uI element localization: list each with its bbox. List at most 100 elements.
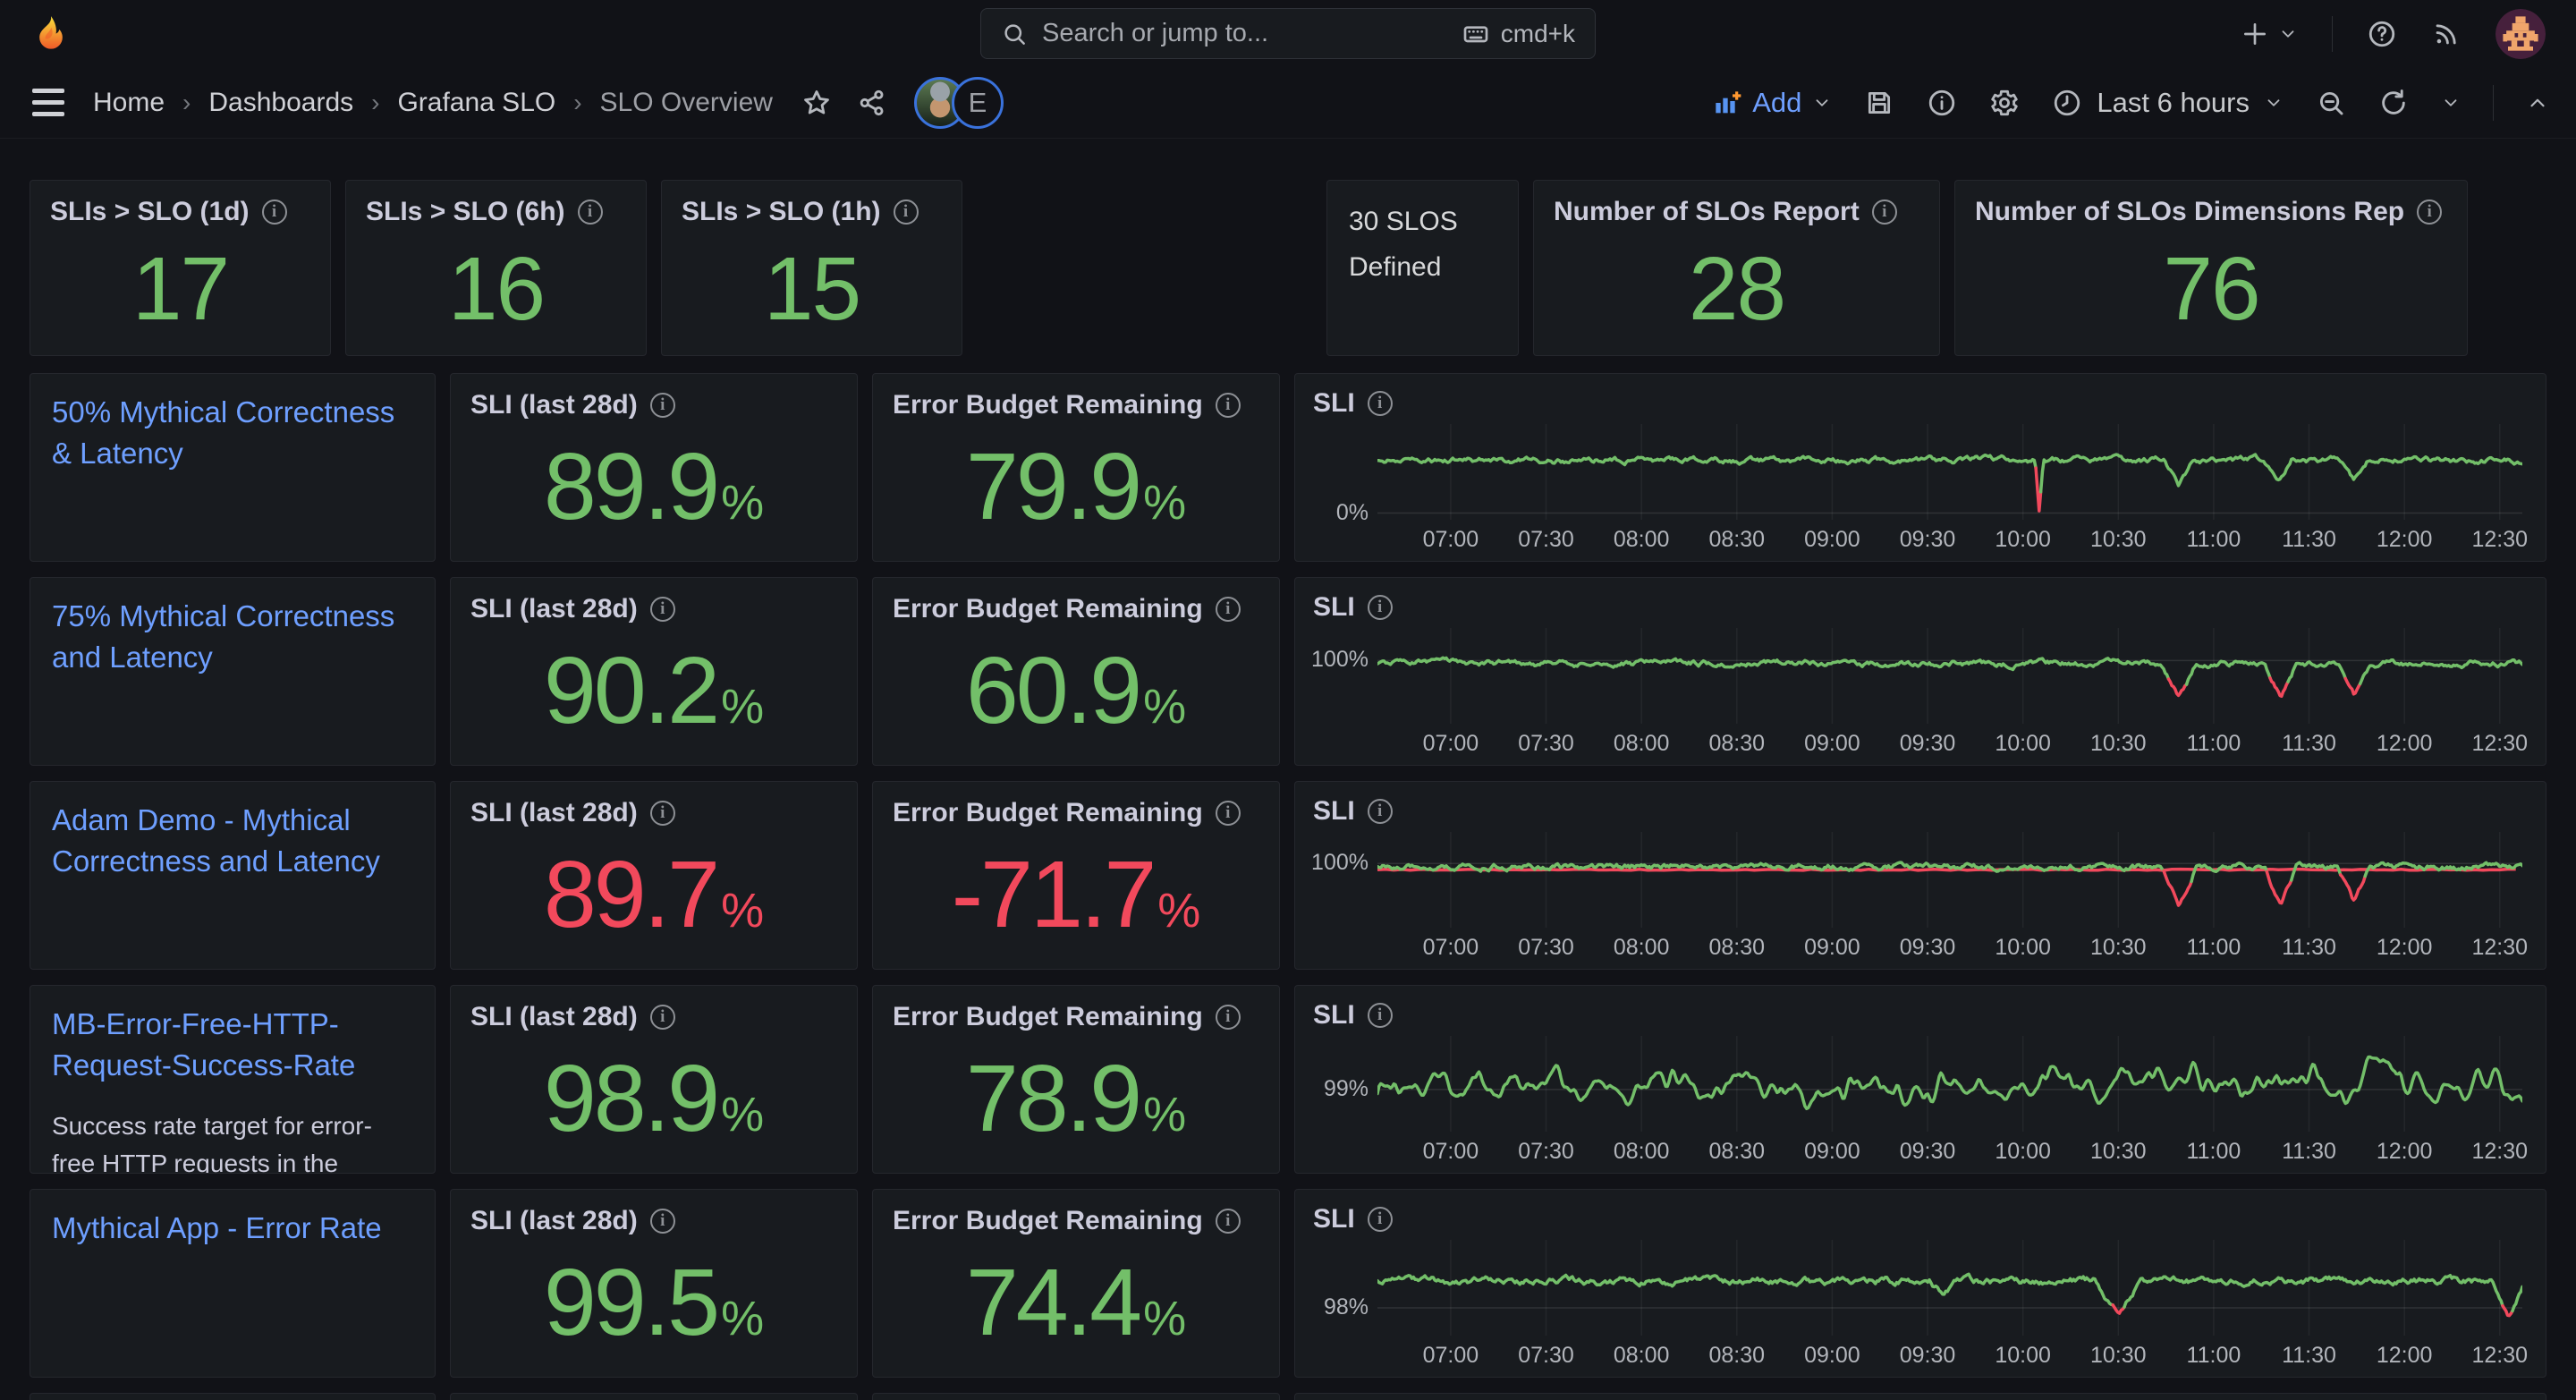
slo-name-link[interactable]: 50% Mythical Correctness & Latency [52, 395, 395, 471]
panel-title: Number of SLOs Report [1554, 197, 1860, 226]
panel-title: SLI (last 28d) [470, 594, 638, 624]
y-axis-label: 100% [1311, 850, 1368, 876]
info-icon[interactable] [1215, 393, 1241, 418]
grafana-logo-icon[interactable] [30, 13, 72, 55]
time-series-plot [1377, 1240, 2522, 1336]
x-tick-label: 07:00 [1422, 527, 1479, 552]
time-series-plot [1377, 1036, 2522, 1132]
slo-name-panel [30, 1393, 436, 1400]
slos-defined-text-panel: 30 SLOS Defined [1326, 180, 1519, 356]
info-icon[interactable] [1215, 1005, 1241, 1030]
save-icon[interactable] [1864, 88, 1894, 118]
x-tick-label: 09:00 [1804, 935, 1860, 960]
info-icon[interactable] [649, 1209, 675, 1234]
x-tick-label: 09:00 [1804, 731, 1860, 756]
slo-name-link[interactable]: 75% Mythical Correctness and Latency [52, 599, 395, 675]
stat-panel-slis-slo-1h: SLIs > SLO (1h) 15 [661, 180, 962, 356]
clock-icon [2055, 89, 2080, 115]
x-tick-label: 08:00 [1613, 935, 1670, 960]
info-icon[interactable] [1215, 1209, 1241, 1234]
dashboard-info-icon[interactable] [1927, 88, 1957, 118]
info-icon[interactable] [577, 199, 603, 225]
x-tick-label: 10:30 [2090, 527, 2147, 552]
sli-chart-panel: SLI 0% 07:00 07:30 08:00 08:30 09:00 09:30 10:… [1294, 373, 2546, 562]
slo-row: Mythical App - Error Rate SLI (last 28d)… [30, 1189, 2546, 1378]
info-icon[interactable] [1367, 1003, 1393, 1028]
top-nav: Search or jump to... cmd+k [0, 0, 2576, 67]
x-tick-label: 11:00 [2186, 935, 2241, 960]
info-icon[interactable] [2417, 199, 2443, 225]
x-tick-label: 07:00 [1422, 1139, 1479, 1164]
x-tick-label: 08:00 [1613, 527, 1670, 552]
slo-name-link[interactable]: MB-Error-Free-HTTP-Request-Success-Rate [52, 1007, 356, 1082]
add-panel-button[interactable]: Add [1713, 87, 1832, 119]
x-tick-label: 12:30 [2471, 1343, 2529, 1368]
info-icon[interactable] [893, 199, 919, 225]
info-icon[interactable] [1367, 595, 1393, 620]
star-icon[interactable] [801, 88, 832, 118]
viewer-avatar-e[interactable]: E [951, 76, 1004, 129]
user-avatar[interactable] [2496, 8, 2546, 59]
share-icon[interactable] [857, 88, 887, 118]
info-icon[interactable] [1215, 597, 1241, 622]
slo-row: 50% Mythical Correctness & Latency SLI (… [30, 373, 2546, 562]
x-tick-label: 09:30 [1899, 1139, 1956, 1164]
panel-title: SLIs > SLO (6h) [366, 197, 565, 226]
x-tick-label: 10:00 [1995, 731, 2051, 756]
new-menu-button[interactable] [2241, 20, 2298, 48]
info-icon[interactable] [1215, 801, 1241, 826]
error-budget-value: 78.9% [965, 1046, 1187, 1151]
breadcrumb-separator: › [182, 88, 191, 116]
x-tick-label: 11:00 [2186, 1343, 2241, 1368]
breadcrumb-grafana-slo[interactable]: Grafana SLO [397, 87, 556, 117]
help-icon[interactable] [2367, 19, 2397, 49]
info-icon[interactable] [261, 199, 287, 225]
x-tick-label: 07:00 [1422, 1343, 1479, 1368]
x-tick-label: 07:00 [1422, 731, 1479, 756]
info-icon[interactable] [649, 597, 675, 622]
x-tick-label: 08:30 [1708, 731, 1766, 756]
news-icon[interactable] [2431, 19, 2462, 49]
info-icon[interactable] [1367, 1207, 1393, 1232]
slo-description: Success rate target for error-free HTTP … [52, 1112, 372, 1174]
sli-chart-panel: SLI 98% 07:00 07:30 08:00 08:30 09:00 09:30 10… [1294, 1189, 2546, 1378]
collapse-chevron-up-icon[interactable] [2526, 91, 2549, 115]
slo-name-link[interactable]: Mythical App - Error Rate [52, 1211, 382, 1244]
search-input[interactable]: Search or jump to... cmd+k [980, 8, 1596, 59]
x-tick-label: 12:30 [2471, 1139, 2529, 1164]
info-icon[interactable] [649, 801, 675, 826]
error-budget-panel: Error Budget Remaining 78.9% [872, 985, 1280, 1174]
panel-title: SLI [1313, 1204, 1355, 1234]
info-icon[interactable] [1367, 391, 1393, 416]
menu-icon[interactable] [27, 83, 70, 122]
refresh-interval-chevron-icon[interactable] [2441, 93, 2461, 113]
x-tick-label: 10:00 [1995, 1139, 2051, 1164]
x-tick-label: 11:30 [2282, 1139, 2336, 1164]
breadcrumb-home[interactable]: Home [93, 87, 165, 117]
refresh-icon[interactable] [2378, 88, 2409, 118]
zoom-out-icon[interactable] [2316, 88, 2346, 118]
slo-name-panel: 50% Mythical Correctness & Latency [30, 373, 436, 562]
panel-title: SLI [1313, 1000, 1355, 1030]
x-tick-label: 09:30 [1899, 527, 1956, 552]
time-range-picker[interactable]: Last 6 hours [2052, 87, 2284, 119]
info-icon[interactable] [1871, 199, 1897, 225]
info-icon[interactable] [649, 1005, 675, 1030]
breadcrumb: Home › Dashboards › Grafana SLO › SLO Ov… [93, 88, 773, 118]
slo-name-panel: 75% Mythical Correctness and Latency [30, 577, 436, 766]
x-tick-label: 12:00 [2376, 1139, 2433, 1164]
chevron-down-icon [2267, 98, 2280, 106]
stat-panel-slos-report: Number of SLOs Report 28 [1533, 180, 1940, 356]
slo-name-link[interactable]: Adam Demo - Mythical Correctness and Lat… [52, 803, 380, 878]
x-tick-label: 09:30 [1899, 935, 1956, 960]
x-tick-label: 12:30 [2471, 935, 2529, 960]
stat-panel-slis-slo-1d: SLIs > SLO (1d) 17 [30, 180, 331, 356]
gear-icon[interactable] [1989, 88, 2020, 118]
x-tick-label: 09:30 [1899, 731, 1956, 756]
info-icon[interactable] [649, 393, 675, 418]
breadcrumb-dashboards[interactable]: Dashboards [208, 87, 354, 117]
x-tick-label: 10:30 [2090, 731, 2147, 756]
stat-panel-slos-dimensions: Number of SLOs Dimensions Rep 76 [1954, 180, 2468, 356]
info-icon[interactable] [1367, 799, 1393, 824]
panel-title: SLI [1313, 796, 1355, 826]
